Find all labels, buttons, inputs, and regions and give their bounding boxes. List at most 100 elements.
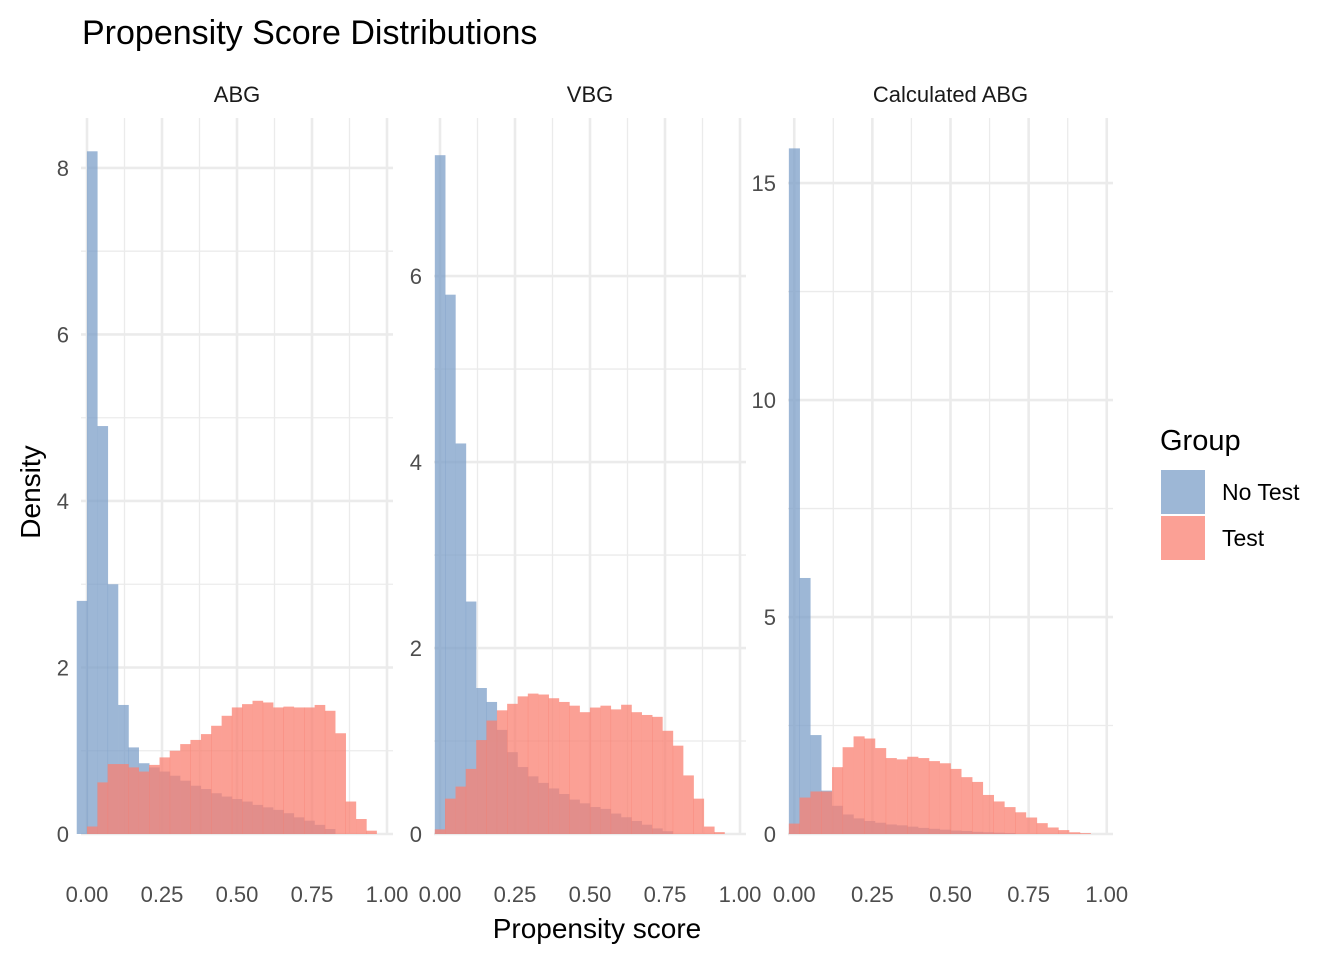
histogram-bar	[569, 705, 580, 834]
histogram-bar	[875, 748, 887, 834]
histogram-bar	[993, 801, 1005, 834]
series-test	[434, 693, 725, 834]
histogram-bar	[821, 791, 833, 834]
x-tick-label: 0.25	[851, 882, 894, 907]
histogram-bar	[799, 797, 811, 834]
histogram-bar	[517, 696, 529, 834]
y-tick-label: 8	[57, 156, 69, 181]
series-no-test	[788, 148, 1016, 835]
y-tick-label: 10	[752, 388, 776, 413]
x-tick-label: 1.00	[719, 882, 762, 907]
histogram-bar	[314, 704, 326, 834]
histogram-bar	[1004, 807, 1016, 834]
y-tick-label: 0	[57, 822, 69, 847]
histogram-bar	[159, 757, 171, 834]
histogram-bar	[211, 725, 222, 834]
histogram-bar	[538, 694, 549, 834]
histogram-bar	[961, 777, 973, 834]
x-tick-label: 0.75	[644, 882, 687, 907]
histogram-bar	[97, 782, 109, 834]
histogram-bar	[455, 443, 467, 834]
histogram-bar	[641, 714, 653, 834]
x-tick-label: 1.00	[1085, 882, 1128, 907]
histogram-bar	[324, 710, 336, 834]
histogram-bar	[788, 148, 800, 835]
histogram-bar	[304, 707, 315, 834]
facet-panel-2: 0 2 4 6 0.00 0.25 0.50 0.75 1.00 VBG	[410, 82, 762, 907]
histogram-bar	[950, 768, 962, 834]
histogram-bar	[831, 767, 844, 834]
histogram-bar	[885, 758, 897, 834]
histogram-bar	[1079, 833, 1091, 834]
histogram-bar	[149, 764, 160, 834]
x-tick-label: 0.25	[141, 882, 184, 907]
y-axis-label: Density	[15, 445, 46, 538]
histogram-bar	[356, 819, 367, 834]
histogram-bar	[683, 775, 694, 834]
histogram-bar	[476, 740, 487, 834]
histogram-bar	[445, 294, 456, 835]
histogram-bar	[507, 703, 518, 834]
legend-swatch-test	[1161, 516, 1205, 560]
series-test	[788, 736, 1091, 834]
series-test	[86, 700, 377, 834]
histogram-bar	[1069, 832, 1081, 834]
histogram-bar	[180, 744, 191, 834]
y-tick-label: 6	[410, 264, 422, 289]
histogram-bar	[242, 704, 253, 834]
x-tick-label: 0.50	[929, 882, 972, 907]
histogram-bar	[631, 712, 642, 834]
histogram-bar	[97, 426, 109, 834]
x-tick-label: 0.50	[569, 882, 612, 907]
histogram-bar	[455, 786, 467, 834]
facet-panel-3: 0 5 10 15 0.00 0.25 0.50 0.75 1.00 Calculated ABG	[752, 82, 1129, 907]
histogram-bar	[86, 151, 98, 835]
y-tick-label: 0	[764, 822, 776, 847]
histogram-bar	[788, 823, 800, 834]
histogram-bar	[527, 693, 539, 834]
histogram-bar	[799, 577, 811, 834]
histogram-bar	[169, 750, 181, 834]
x-tick-label: 1.00	[366, 882, 409, 907]
x-tick-label: 0.75	[1007, 882, 1050, 907]
histogram-bar	[118, 764, 129, 834]
legend-label: Test	[1222, 525, 1265, 551]
y-tick-label: 4	[57, 489, 69, 514]
x-tick-label: 0.00	[66, 882, 109, 907]
histogram-bar	[853, 736, 865, 834]
x-tick-label: 0.00	[419, 882, 462, 907]
facet-panel-1: 0 2 4 6 8 0.00 0.25 0.50 0.75 1.00 ABG	[57, 82, 409, 907]
y-tick-label: 4	[410, 450, 422, 475]
x-tick-label: 0.00	[773, 882, 816, 907]
histogram-bar	[273, 707, 284, 834]
legend-swatch-no-test	[1161, 470, 1205, 514]
histogram-bar	[864, 738, 876, 834]
histogram-bar	[589, 707, 601, 834]
histogram-bar	[76, 600, 88, 834]
histogram-bar	[221, 715, 233, 834]
histogram-bar	[672, 745, 684, 834]
histogram-bar	[283, 706, 295, 834]
histogram-bar	[293, 707, 305, 834]
histogram-bar	[465, 768, 477, 834]
histogram-bar	[262, 702, 274, 834]
histogram-bar	[1047, 827, 1059, 834]
histogram-bar	[693, 798, 705, 834]
chart-title: Propensity Score Distributions	[82, 14, 537, 52]
histogram-bar	[128, 767, 139, 834]
histogram-bar	[200, 734, 212, 834]
y-tick-label: 0	[410, 822, 422, 847]
histogram-bar	[810, 735, 822, 834]
histogram-bar	[107, 764, 119, 834]
histogram-bar	[1036, 823, 1048, 834]
y-tick-label: 6	[57, 322, 69, 347]
histogram-bar	[434, 829, 446, 834]
histogram-bar	[652, 716, 663, 834]
histogram-bar	[335, 733, 346, 834]
histogram-bar	[231, 707, 243, 834]
histogram-bar	[1058, 830, 1070, 834]
histogram-bar	[928, 761, 940, 834]
histogram-bar	[559, 701, 570, 834]
histogram-bar	[982, 794, 995, 834]
histogram-bar	[714, 832, 725, 834]
